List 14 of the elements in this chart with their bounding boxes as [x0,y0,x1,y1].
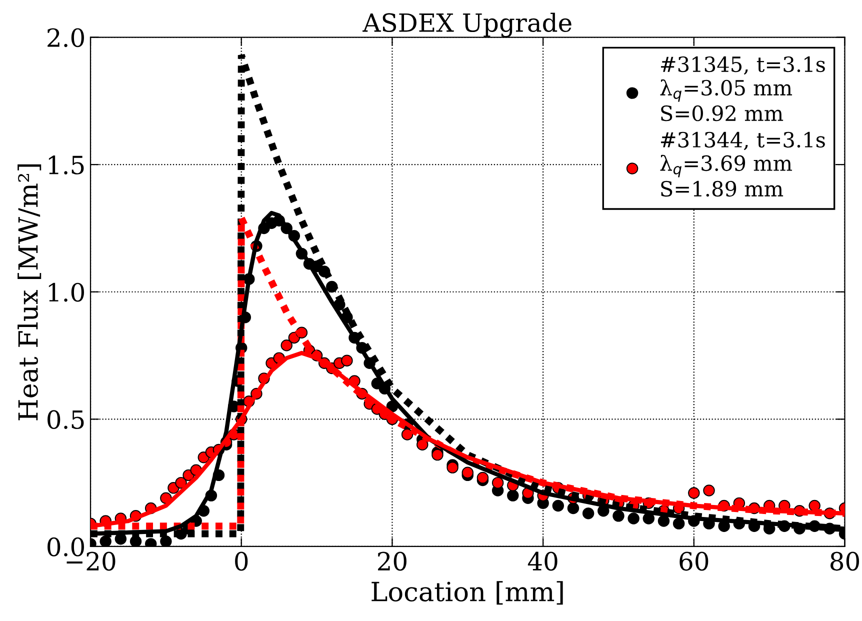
legend-label: #31344, t=3.1s λ$_{q}$=3.69 mm S=1.89 mm [660,132,825,197]
y-axis-title: Heat Flux [MW/m²] [18,164,42,420]
legend-label: #31345, t=3.1s λ$_{q}$=3.05 mm S=0.92 mm [660,56,825,122]
x-tick-label: 40 [528,552,558,571]
x-axis-title: Location [mm] [372,581,563,605]
y-tick-label: 2.0 [48,28,84,48]
y-tick-label: 0.5 [48,410,84,430]
x-tick-label: 0 [235,552,248,571]
x-tick-label: 60 [680,552,708,571]
y-tick-label: 1.5 [48,156,84,174]
x-tick-label: 80 [830,552,860,571]
x-tick-label: 20 [378,552,406,571]
chart-title: ASDEX Upgrade [362,12,572,38]
y-tick-label: 1.0 [48,282,84,302]
